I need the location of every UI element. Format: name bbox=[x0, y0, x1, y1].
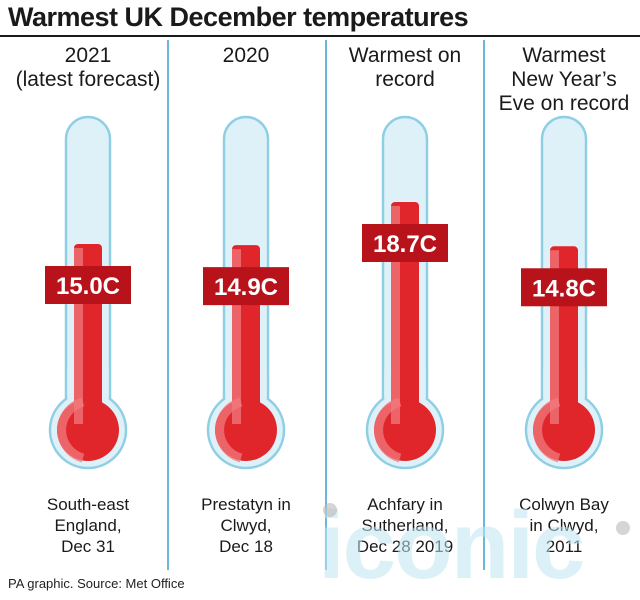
column-header-4-line-1: Warmest bbox=[522, 44, 605, 67]
location-label-2-line-2: Clwyd, bbox=[220, 516, 271, 535]
location-label-1-line-3: Dec 31 bbox=[61, 537, 115, 556]
title-rule bbox=[0, 35, 640, 37]
mercury-bulb-highlight-3 bbox=[374, 397, 402, 463]
location-label-4-line-1: Colwyn Bay bbox=[519, 495, 609, 514]
location-label-2-line-3: Dec 18 bbox=[219, 537, 273, 556]
mercury-highlight-1 bbox=[74, 248, 83, 424]
column-header-3-line-1: Warmest on bbox=[349, 44, 461, 67]
column-header-1-line-1: 2021 bbox=[65, 44, 112, 67]
column-header-1-line-2: (latest forecast) bbox=[16, 68, 161, 91]
mercury-bulb-highlight-4 bbox=[533, 397, 561, 463]
mercury-bulb-3 bbox=[374, 399, 436, 461]
thermometer-chart: 2021(latest forecast) 15.0C South-east Engl… bbox=[16, 40, 630, 570]
location-label-1-line-2: England, bbox=[54, 516, 121, 535]
watermark-logo: iconic bbox=[318, 492, 585, 599]
location-label-1-line-1: South-east bbox=[47, 495, 129, 514]
location-label-4-line-2: in Clwyd, bbox=[530, 516, 599, 535]
value-label-3: 18.7C bbox=[373, 231, 437, 258]
mercury-bulb-1 bbox=[57, 399, 119, 461]
chart-title: Warmest UK December temperatures bbox=[8, 2, 469, 32]
source-footnote: PA graphic. Source: Met Office bbox=[8, 576, 185, 591]
value-label-4: 14.8C bbox=[532, 275, 596, 302]
mercury-highlight-4 bbox=[550, 250, 559, 424]
value-label-2: 14.9C bbox=[214, 274, 278, 301]
column-header-2-line-1: 2020 bbox=[223, 44, 270, 67]
column-header-4-line-2: New Year’s bbox=[511, 68, 616, 91]
location-label-3-line-1: Achfary in bbox=[367, 495, 443, 514]
location-label-4-line-3: 2011 bbox=[546, 537, 583, 556]
value-label-box-2 bbox=[203, 267, 289, 306]
value-label-box-1 bbox=[45, 266, 131, 304]
value-label-1: 15.0C bbox=[56, 273, 120, 300]
mercury-bulb-2 bbox=[215, 399, 277, 461]
mercury-highlight-2 bbox=[232, 249, 241, 424]
mercury-bulb-highlight-2 bbox=[215, 397, 243, 463]
value-label-box-4 bbox=[521, 268, 607, 307]
watermark-dot-1 bbox=[323, 503, 337, 517]
column-header-4-line-3: Eve on record bbox=[499, 92, 630, 115]
value-label-box-3 bbox=[362, 224, 448, 263]
mercury-bulb-4 bbox=[533, 399, 595, 461]
location-label-3-line-2: Sutherland, bbox=[362, 516, 449, 535]
watermark-dot-2 bbox=[616, 521, 630, 535]
column-header-3-line-2: record bbox=[375, 68, 435, 91]
mercury-bulb-highlight-1 bbox=[57, 397, 85, 463]
mercury-highlight-3 bbox=[391, 206, 400, 424]
location-label-2-line-1: Prestatyn in bbox=[201, 495, 291, 514]
location-label-3-line-3: Dec 28 2019 bbox=[357, 537, 453, 556]
